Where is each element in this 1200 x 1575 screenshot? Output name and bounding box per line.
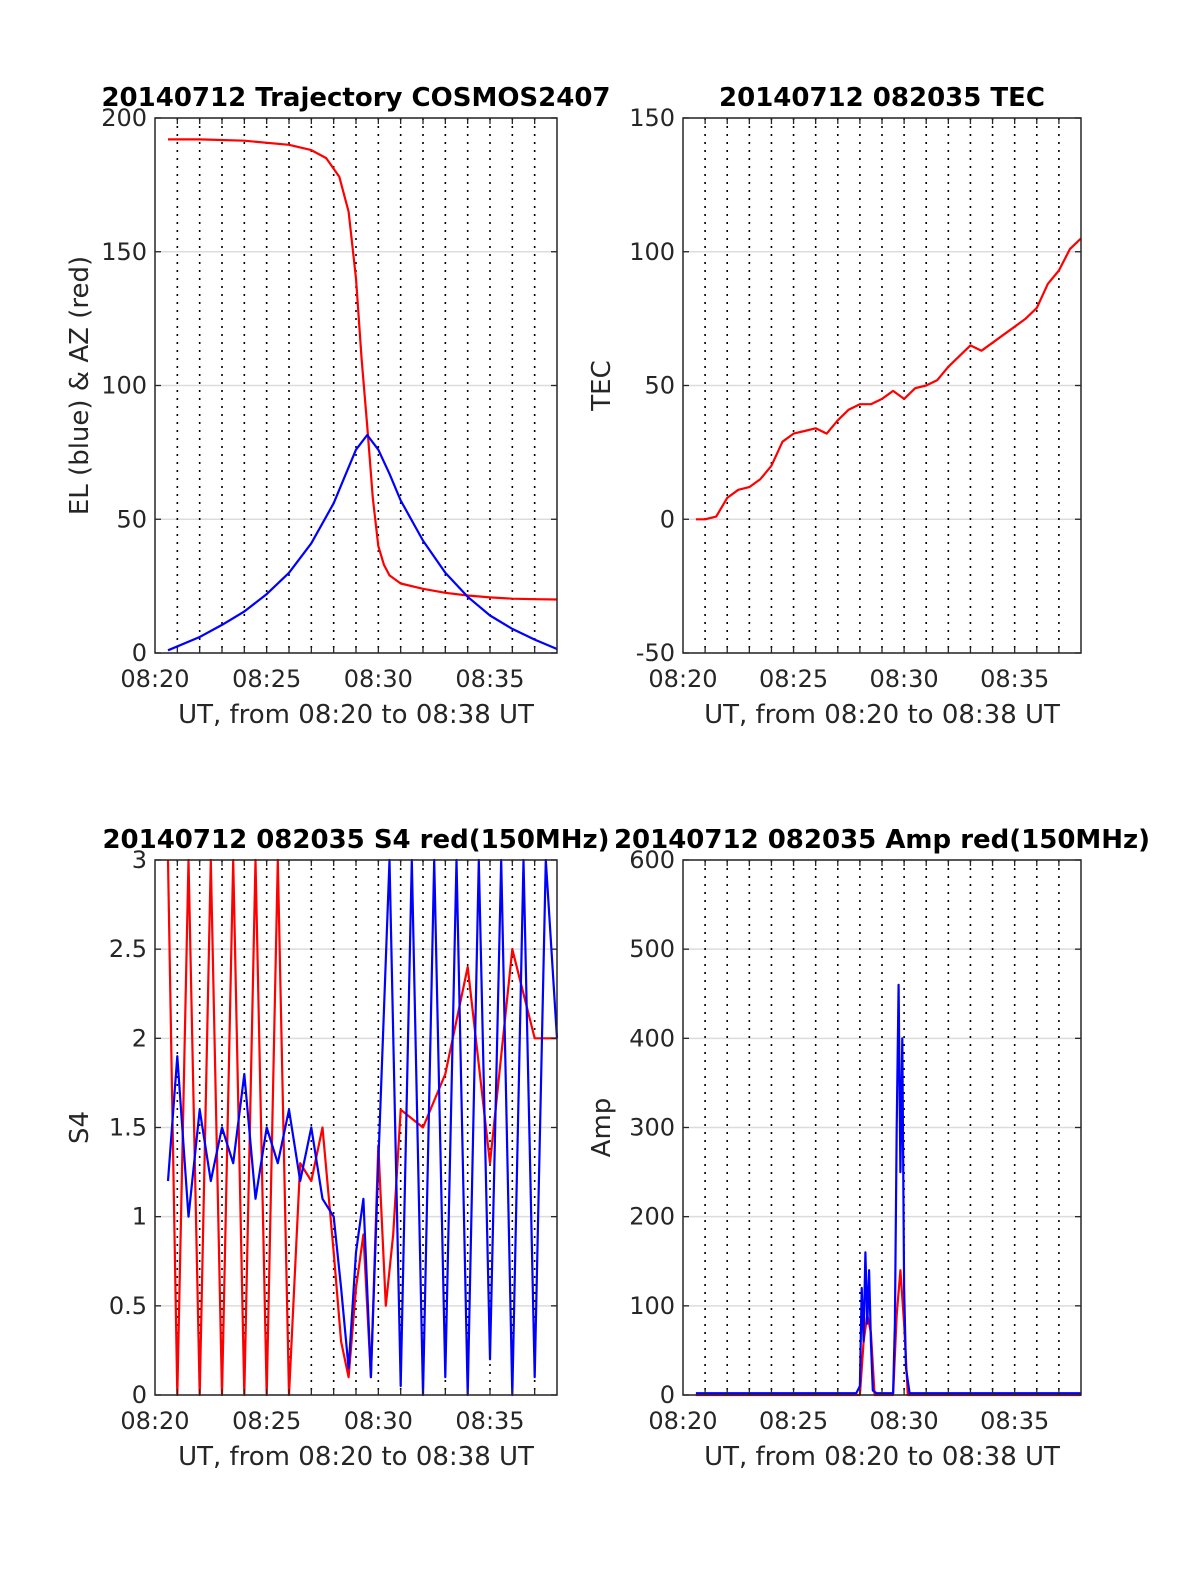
y-tick-label: 300 [629, 1114, 675, 1142]
x-tick-label: 08:25 [232, 665, 301, 693]
chart-title: 20140712 082035 TEC [719, 83, 1045, 113]
y-tick-label: 0 [132, 639, 147, 667]
x-tick-label: 08:25 [759, 665, 828, 693]
y-tick-label: 500 [629, 935, 675, 963]
x-tick-label: 08:35 [455, 665, 524, 693]
y-axis-label: Amp [587, 1098, 617, 1158]
x-tick-label: 08:35 [980, 1407, 1049, 1435]
y-tick-label: 0 [132, 1381, 147, 1409]
y-tick-label: 50 [644, 372, 675, 400]
series-line-1 [695, 237, 1082, 521]
chart-title: 20140712 Trajectory COSMOS2407 [101, 83, 610, 113]
series-line-1 [695, 1269, 1081, 1397]
x-axis-label: UT, from 08:20 to 08:38 UT [178, 700, 534, 730]
panel-s4: 0 0.5 1 1.5 2 2.5 3 08:20 08:25 08:30 08:35 201407… [65, 825, 610, 1472]
x-tick-label: 08:25 [232, 1407, 301, 1435]
y-tick-label: 1 [132, 1203, 147, 1231]
x-tick-label: 08:20 [648, 1407, 717, 1435]
y-tick-label: 100 [629, 1292, 675, 1320]
y-tick-label: 50 [116, 505, 147, 533]
x-tick-label: 08:30 [870, 665, 939, 693]
x-tick-label: 08:20 [120, 1407, 189, 1435]
x-tick-label: 08:30 [344, 665, 413, 693]
y-axis-label: EL (blue) & AZ (red) [65, 256, 95, 515]
series-line-2 [167, 433, 558, 652]
x-tick-label: 08:35 [455, 1407, 524, 1435]
x-axis-label: UT, from 08:20 to 08:38 UT [704, 1442, 1060, 1472]
y-tick-label: 200 [629, 1203, 675, 1231]
y-axis-label: S4 [65, 1111, 95, 1144]
x-tick-label: 08:25 [759, 1407, 828, 1435]
y-tick-label: 1.5 [109, 1114, 147, 1142]
y-tick-label: 0.5 [109, 1292, 147, 1320]
y-axis-label: TEC [587, 360, 617, 411]
x-tick-label: 08:30 [870, 1407, 939, 1435]
panel-trajectory: 0 50 100 150 200 08:20 08:25 08:30 08:35 2014071… [65, 83, 611, 730]
x-tick-label: 08:30 [344, 1407, 413, 1435]
x-tick-label: 08:35 [980, 665, 1049, 693]
y-tick-label: 400 [629, 1024, 675, 1052]
x-tick-label: 08:20 [648, 665, 717, 693]
y-tick-label: 3 [132, 846, 147, 874]
series-line-1 [168, 138, 558, 601]
y-tick-label: 150 [629, 104, 675, 132]
y-tick-label: 2.5 [109, 935, 147, 963]
panel-tec: -50 0 50 100 150 08:20 08:25 08:30 08:35 2014071… [587, 83, 1082, 730]
y-tick-label: 150 [101, 238, 147, 266]
series-line-2 [166, 858, 559, 1397]
chart-title: 20140712 082035 S4 red(150MHz) [102, 825, 609, 855]
y-tick-label: 100 [629, 238, 675, 266]
series-line-1 [166, 858, 557, 1397]
y-tick-label: 0 [660, 505, 675, 533]
x-axis-label: UT, from 08:20 to 08:38 UT [178, 1442, 534, 1472]
chart-title: 20140712 082035 Amp red(150MHz) [614, 825, 1150, 855]
y-tick-label: 200 [101, 104, 147, 132]
x-axis-label: UT, from 08:20 to 08:38 UT [704, 700, 1060, 730]
series-line-2 [695, 983, 1081, 1395]
y-tick-label: 0 [660, 1381, 675, 1409]
y-tick-label: -50 [636, 639, 675, 667]
y-tick-label: 100 [101, 372, 147, 400]
y-tick-label: 2 [132, 1024, 147, 1052]
y-tick-label: 600 [629, 846, 675, 874]
x-tick-label: 08:20 [120, 665, 189, 693]
